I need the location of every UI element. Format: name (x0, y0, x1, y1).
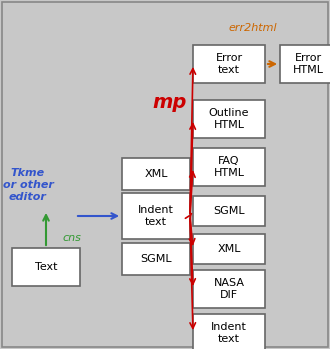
Text: Text: Text (35, 262, 57, 272)
Text: SGML: SGML (140, 254, 172, 264)
Text: cns: cns (63, 233, 82, 243)
Bar (193, 148, 265, 186)
Text: FAQ
HTML: FAQ HTML (214, 156, 245, 178)
Bar (122, 243, 190, 275)
Text: Error
text: Error text (215, 53, 243, 75)
Bar (193, 270, 265, 308)
Text: Indent
text: Indent text (138, 205, 174, 227)
Text: NASA
DIF: NASA DIF (214, 278, 245, 300)
Text: Tkme
or other
editor: Tkme or other editor (3, 168, 53, 202)
Bar (280, 45, 330, 83)
Bar (193, 234, 265, 264)
Bar (193, 45, 265, 83)
Bar (193, 314, 265, 349)
Text: SGML: SGML (213, 206, 245, 216)
Text: mp: mp (153, 94, 187, 112)
Text: Indent
text: Indent text (211, 322, 247, 344)
Text: Outline
HTML: Outline HTML (209, 108, 249, 130)
Text: XML: XML (144, 169, 168, 179)
Text: XML: XML (217, 244, 241, 254)
Bar (193, 100, 265, 138)
Bar (122, 158, 190, 190)
Text: err2html: err2html (229, 23, 277, 33)
Text: Error
HTML: Error HTML (292, 53, 323, 75)
Bar (12, 248, 80, 286)
Bar (193, 196, 265, 226)
Bar (122, 193, 190, 239)
